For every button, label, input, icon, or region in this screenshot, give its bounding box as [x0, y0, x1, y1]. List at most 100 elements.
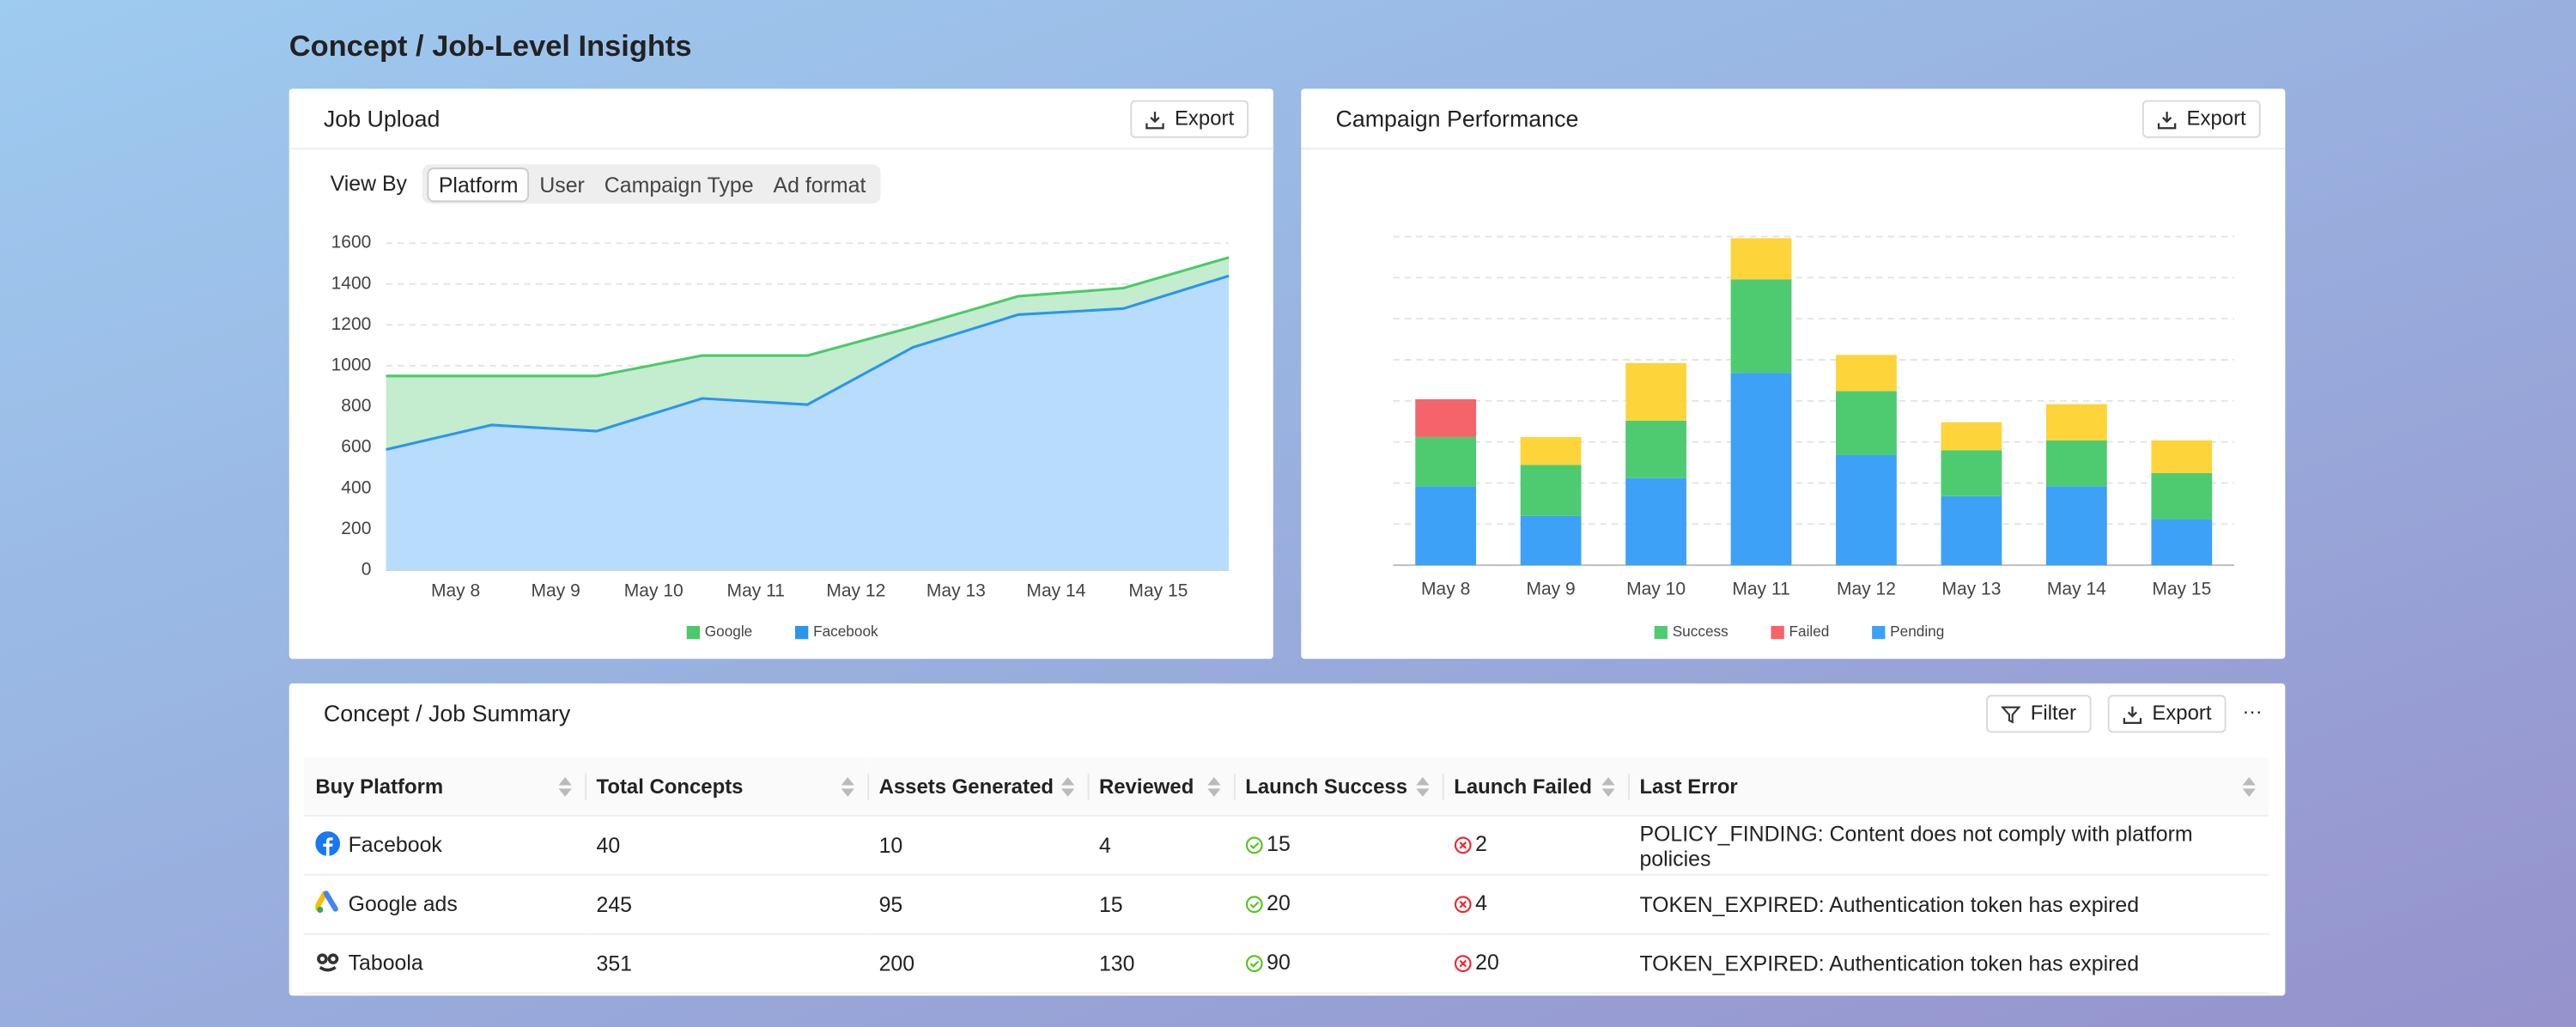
panel-title: Campaign Performance	[1335, 105, 1579, 132]
sort-control[interactable]	[1207, 776, 1221, 802]
cell-text: TOKEN_EXPIRED: Authentication token has …	[1639, 951, 2140, 976]
sort-icon[interactable]	[1207, 776, 1221, 797]
column-title: Last Error	[1639, 775, 1738, 799]
cell-text: 20	[1267, 890, 1291, 916]
cell-text: Facebook	[348, 830, 442, 856]
status-icon	[1245, 952, 1263, 977]
sort-icon[interactable]	[1060, 776, 1075, 797]
table-cell: Google ads	[303, 874, 586, 935]
column-title: Reviewed	[1098, 775, 1194, 799]
status-icon	[1245, 893, 1263, 918]
column-header: Reviewed	[1087, 757, 1234, 817]
sort-icon[interactable]	[1416, 776, 1430, 797]
status-icon	[1454, 952, 1472, 977]
header-row: Buy Platform Total Concepts Assets Generat…	[303, 757, 2269, 817]
view-by-tab[interactable]: Campaign Type	[604, 171, 754, 197]
table-cell: 200	[867, 933, 1088, 994]
sort-control[interactable]	[1416, 776, 1430, 802]
sort-icon[interactable]	[1601, 776, 1615, 797]
column-title: Total Concepts	[596, 775, 744, 799]
column-separator	[867, 774, 870, 800]
sort-control[interactable]	[841, 776, 854, 802]
cell-text: 20	[1475, 950, 1499, 975]
button-label: Export	[2152, 701, 2212, 725]
cell-text: 245	[596, 891, 633, 917]
column-header: Assets Generated	[867, 757, 1088, 817]
column-header: Buy Platform	[303, 757, 586, 817]
sort-icon[interactable]	[841, 776, 854, 797]
panel-header	[1301, 88, 2286, 150]
table-cell: 245	[585, 874, 868, 935]
download-icon	[2123, 705, 2142, 724]
view-by-tab[interactable]: User	[539, 171, 585, 197]
view-by-tab[interactable]: Platform	[427, 167, 530, 202]
cell-text: 95	[878, 891, 903, 917]
table-cell: 15	[1233, 815, 1443, 876]
column-title: Buy Platform	[315, 775, 444, 799]
status-icon	[1245, 834, 1263, 859]
table-cell: 95	[867, 874, 1088, 935]
table-cell: 20	[1233, 874, 1443, 935]
sort-control[interactable]	[2242, 776, 2256, 802]
table-cell: 10	[867, 815, 1088, 876]
sort-icon[interactable]	[2242, 776, 2256, 797]
table-cell: 20	[1442, 933, 1629, 994]
sort-control[interactable]	[1060, 776, 1075, 802]
cell-text: 200	[878, 951, 915, 976]
cell-text: 90	[1267, 950, 1291, 975]
panel-header	[289, 88, 1273, 150]
column-header: Launch Success	[1233, 757, 1443, 817]
table-cell: 15	[1087, 874, 1234, 935]
platform-icon	[315, 949, 340, 978]
cell-text: 10	[878, 833, 903, 858]
table-cell: 2	[1442, 815, 1629, 876]
button-label: Export	[2186, 106, 2246, 131]
panel-title: Concept / Job Summary	[323, 700, 571, 726]
button-label: Export	[1174, 106, 1235, 131]
platform-icon	[314, 890, 340, 919]
table-cell: 40	[585, 815, 868, 876]
table-body: Facebook 40 10 4 15 2 POLICY_FINDING: Content …	[303, 815, 2269, 994]
column-separator	[1442, 774, 1444, 800]
table-cell: 4	[1442, 874, 1629, 935]
table-row: Taboola 351 200 130 90 20 TOKEN_EXPIRED: Authe…	[303, 933, 2269, 994]
table-cell: 130	[1087, 933, 1234, 994]
campaign-panel: Campaign Performance Export	[1301, 88, 2286, 659]
filter-icon	[2001, 705, 2021, 723]
status-icon	[1454, 834, 1472, 859]
table-cell: TOKEN_EXPIRED: Authentication token has …	[1628, 933, 2269, 994]
column-header: Total Concepts	[585, 757, 868, 817]
table-cell: Taboola	[303, 933, 586, 994]
cell-text: 2	[1475, 832, 1487, 857]
table-cell: 90	[1233, 933, 1443, 994]
cell-text: 4	[1475, 890, 1487, 916]
column-separator	[1087, 774, 1090, 800]
export-button[interactable]: Export	[2142, 100, 2261, 138]
column-title: Launch Failed	[1454, 775, 1593, 799]
cell-text: 4	[1098, 833, 1111, 858]
export-button[interactable]: Export	[2107, 695, 2227, 733]
export-button[interactable]: Export	[1130, 100, 1249, 138]
column-separator	[585, 774, 587, 800]
column-separator	[1628, 774, 1630, 800]
table-cell: Facebook	[303, 815, 586, 876]
column-title: Assets Generated	[878, 775, 1054, 799]
table-cell: 351	[585, 933, 868, 994]
column-header: Last Error	[1628, 757, 2269, 817]
sort-control[interactable]	[1601, 776, 1615, 802]
sort-control[interactable]	[558, 776, 572, 802]
more-button[interactable]: ···	[2242, 700, 2263, 723]
status-icon	[1454, 893, 1472, 918]
cell-text: Google ads	[348, 890, 458, 915]
view-by-tab[interactable]: Ad format	[773, 171, 866, 197]
view-by-label: View By	[330, 170, 407, 196]
sort-icon[interactable]	[558, 776, 572, 797]
column-title: Launch Success	[1245, 775, 1408, 799]
cell-text: 40	[596, 833, 621, 858]
filter-button[interactable]: Filter	[1986, 695, 2092, 733]
platform-icon	[315, 830, 341, 860]
table-row: Google ads 245 95 15 20 4 TOKEN_EXPIRED: Authe…	[303, 874, 2269, 935]
panel-title: Job Upload	[323, 105, 440, 132]
